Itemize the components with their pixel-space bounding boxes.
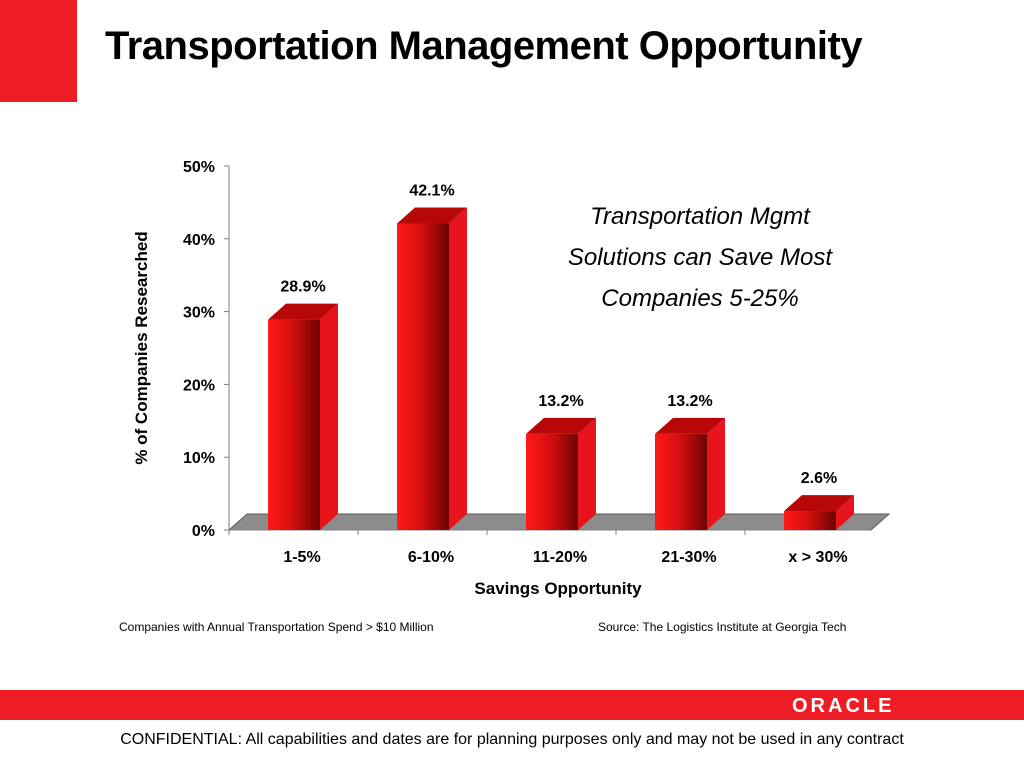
x-tick-label: 11-20% (533, 549, 587, 566)
x-tick-label: 1-5% (283, 549, 320, 566)
slide-title: Transportation Management Opportunity (105, 24, 863, 68)
data-label: 42.1% (409, 183, 454, 200)
y-tick-label: 40% (183, 232, 215, 249)
bar-side (449, 207, 467, 530)
callout-text: Transportation Mgmt Solutions can Save M… (520, 196, 880, 319)
data-label: 13.2% (538, 393, 583, 410)
bar-top (397, 207, 467, 224)
bar-top (784, 495, 854, 512)
bar-side (578, 417, 596, 530)
bar-front (397, 223, 449, 530)
x-axis-title: Savings Opportunity (474, 579, 642, 598)
y-tick-label: 50% (183, 159, 215, 176)
y-tick-label: 20% (183, 377, 215, 394)
data-label: 13.2% (667, 393, 712, 410)
x-tick-label: 21-30% (661, 549, 716, 566)
bar-front (784, 511, 836, 530)
x-tick-label: 6-10% (408, 549, 454, 566)
callout-line: Transportation Mgmt (590, 203, 810, 230)
bar-top (526, 417, 596, 434)
bar-side (320, 303, 338, 530)
footer-bar (0, 690, 1024, 720)
corner-accent-block (0, 0, 77, 102)
y-axis-title: % of Companies Researched (132, 231, 151, 464)
bar-front (526, 433, 578, 530)
spend-note: Companies with Annual Transportation Spe… (119, 620, 434, 634)
bar-top (655, 417, 725, 434)
data-label: 28.9% (280, 279, 325, 296)
callout-line: Companies 5-25% (601, 285, 799, 312)
bar-side (707, 417, 725, 530)
y-tick-label: 0% (192, 523, 215, 540)
callout-line: Solutions can Save Most (567, 244, 833, 271)
bar-front (268, 319, 320, 530)
y-tick-label: 30% (183, 305, 215, 322)
data-label: 2.6% (801, 470, 837, 487)
savings-bar-chart: 0% 10% 20% 30% 40% 50% 28.9% 1-5% 42.1% 6-10% 13.… (132, 159, 891, 598)
x-tick-label: x > 30% (788, 549, 847, 566)
bar-side (836, 495, 854, 530)
confidential-notice: CONFIDENTIAL: All capabilities and dates… (120, 731, 904, 748)
bar-front (655, 433, 707, 530)
y-tick-label: 10% (183, 450, 215, 467)
source-note: Source: The Logistics Institute at Georg… (598, 620, 847, 634)
oracle-logo: ORACLE (792, 695, 895, 717)
bar-top (268, 303, 338, 320)
